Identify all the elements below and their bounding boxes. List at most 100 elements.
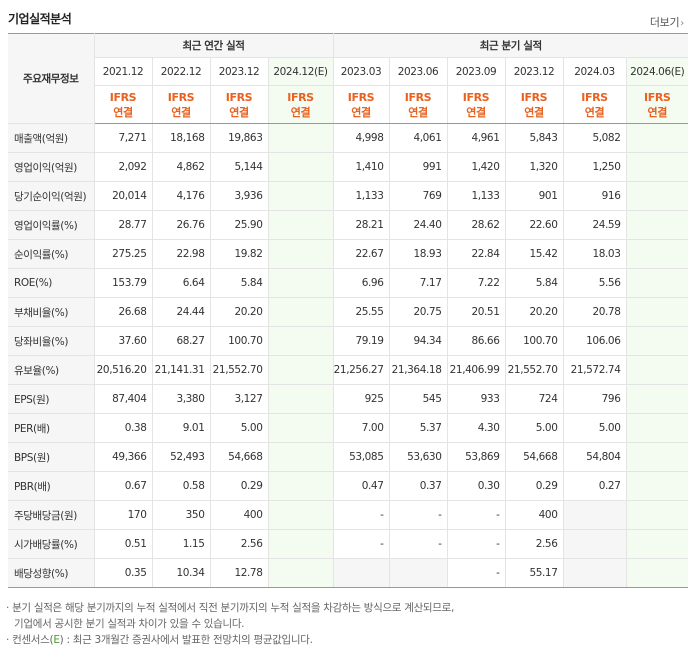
table-cell: 5.00 — [562, 413, 627, 443]
table-cell: 2,092 — [93, 152, 153, 182]
annual-group-header: 최근 연간 실적 — [93, 33, 334, 58]
table-cell: 916 — [562, 181, 627, 211]
row-label: 시가배당률(%) — [8, 529, 95, 559]
accounting-standard: IFRS 연결 — [388, 85, 448, 124]
row-label: 당기순이익(억원) — [8, 181, 95, 211]
row-label: 영업이익률(%) — [8, 210, 95, 240]
table-cell: 4,061 — [388, 123, 448, 153]
table-cell: 6.64 — [151, 268, 211, 298]
table-cell — [267, 123, 334, 153]
table-cell: 54,668 — [504, 442, 564, 472]
table-cell: 0.37 — [388, 471, 448, 501]
standard-consolidated: 연결 — [290, 105, 311, 119]
row-label: EPS(원) — [8, 384, 95, 414]
table-cell: 0.67 — [93, 471, 153, 501]
table-cell — [267, 355, 334, 385]
row-label: ROE(%) — [8, 268, 95, 298]
table-cell: - — [388, 529, 448, 559]
table-cell — [625, 500, 688, 530]
table-cell: 400 — [504, 500, 564, 530]
table-cell: 15.42 — [504, 239, 564, 269]
table-cell: 7,271 — [93, 123, 153, 153]
table-cell: 21,364.18 — [388, 355, 448, 385]
table-cell: 4,998 — [332, 123, 390, 153]
table-cell — [562, 529, 627, 559]
standard-consolidated: 연결 — [113, 105, 133, 119]
table-cell: 933 — [446, 384, 506, 414]
table-cell: 21,141.31 — [151, 355, 211, 385]
period-header: 2024.12(E) — [267, 57, 334, 86]
period-header: 2024.03 — [562, 57, 627, 86]
table-cell — [625, 326, 688, 356]
table-row: BPS(원) 49,366 52,493 54,668 53,085 53,630 53,8… — [8, 442, 688, 472]
table-cell: 7.22 — [446, 268, 506, 298]
table-cell — [332, 558, 390, 588]
footnotes: · 분기 실적은 해당 분기까지의 누적 실적에서 직전 분기까지의 누적 실적… — [6, 600, 690, 648]
table-cell: 12.78 — [209, 558, 269, 588]
table-cell — [625, 181, 688, 211]
standard-ifrs: IFRS — [347, 90, 375, 104]
table-cell: 1,410 — [332, 152, 390, 182]
table-cell: 20.20 — [209, 297, 269, 327]
table-cell: 24.44 — [151, 297, 211, 327]
financial-table-body: 매출액(억원) 7,271 18,168 19,863 4,998 4,061 4,961 5… — [8, 123, 688, 588]
table-cell — [562, 500, 627, 530]
table-cell — [267, 239, 334, 269]
table-cell — [267, 529, 334, 559]
table-cell: 5.00 — [504, 413, 564, 443]
table-cell: 275.25 — [93, 239, 153, 269]
standard-ifrs: IFRS — [287, 90, 314, 104]
table-cell: 0.29 — [504, 471, 564, 501]
accounting-standard: IFRS 연결 — [267, 85, 334, 124]
standard-ifrs: IFRS — [644, 90, 671, 104]
table-cell — [267, 181, 334, 211]
table-cell: 5.84 — [209, 268, 269, 298]
table-cell: 2.56 — [504, 529, 564, 559]
table-cell: 53,869 — [446, 442, 506, 472]
table-cell: 7.17 — [388, 268, 448, 298]
table-cell — [625, 210, 688, 240]
section-header: 기업실적분석 더보기› — [8, 8, 688, 30]
table-cell: 153.79 — [93, 268, 153, 298]
table-cell — [267, 268, 334, 298]
row-label: 주당배당금(원) — [8, 500, 95, 530]
table-cell: 0.38 — [93, 413, 153, 443]
period-header: 2023.06 — [388, 57, 448, 86]
table-cell: 49,366 — [93, 442, 153, 472]
table-row: 배당성향(%) 0.35 10.34 12.78 -55.17 — [8, 558, 688, 588]
table-cell: 53,630 — [388, 442, 448, 472]
table-cell: 4,862 — [151, 152, 211, 182]
table-cell — [267, 152, 334, 182]
row-label: PER(배) — [8, 413, 95, 443]
accounting-standard: IFRS 연결 — [562, 85, 627, 124]
table-cell: 37.60 — [93, 326, 153, 356]
table-cell — [625, 297, 688, 327]
table-cell: 0.51 — [93, 529, 153, 559]
standard-ifrs: IFRS — [167, 90, 195, 104]
table-cell: 3,380 — [151, 384, 211, 414]
period-header-row: 2021.12 2022.12 2023.12 2024.12(E) 2023.03 20… — [8, 57, 688, 86]
table-row: 유보율(%) 20,516.20 21,141.31 21,552.70 21,256.… — [8, 355, 688, 385]
table-cell: 3,127 — [209, 384, 269, 414]
table-cell: 4,176 — [151, 181, 211, 211]
table-cell: 1,133 — [446, 181, 506, 211]
table-row: PBR(배) 0.67 0.58 0.29 0.47 0.37 0.30 0.29 0.27 — [8, 471, 688, 501]
table-cell: 20.51 — [446, 297, 506, 327]
table-cell: 18.03 — [562, 239, 627, 269]
table-cell: 545 — [388, 384, 448, 414]
table-row: 당기순이익(억원) 20,014 4,176 3,936 1,133 769 1,133 90… — [8, 181, 688, 211]
table-cell: 86.66 — [446, 326, 506, 356]
period-header: 2023.09 — [446, 57, 506, 86]
footnote-2-suffix: ) : 최근 3개월간 증권사에서 발표한 전망치의 평균값입니다. — [59, 634, 313, 646]
more-link[interactable]: 더보기› — [650, 14, 684, 30]
table-cell: 10.34 — [151, 558, 211, 588]
table-cell: 18,168 — [151, 123, 211, 153]
row-label: 유보율(%) — [8, 355, 95, 385]
corner-label: 주요재무정보 — [8, 33, 95, 124]
row-label: PBR(배) — [8, 471, 95, 501]
table-cell: 0.30 — [446, 471, 506, 501]
accounting-standard: IFRS 연결 — [209, 85, 269, 124]
period-header: 2022.12 — [151, 57, 211, 86]
chevron-right-icon: › — [680, 18, 684, 29]
table-cell — [625, 239, 688, 269]
